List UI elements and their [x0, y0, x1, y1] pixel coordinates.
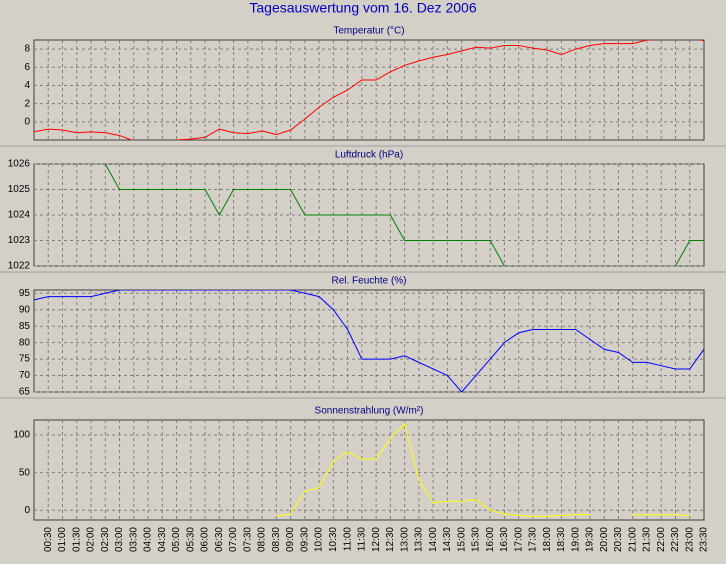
x-tick-label: 19:30	[585, 527, 596, 552]
x-tick-label: 16:30	[499, 527, 510, 552]
y-tick-label: 90	[19, 304, 31, 315]
x-tick-label: 20:30	[613, 527, 624, 552]
x-tick-label: 17:30	[528, 527, 539, 552]
y-tick-label: 100	[13, 430, 30, 441]
line	[34, 290, 704, 392]
x-tick-label: 21:00	[627, 527, 638, 552]
x-tick-label: 01:30	[71, 527, 82, 552]
x-tick-label: 12:30	[385, 527, 396, 552]
x-tick-label: 09:00	[285, 527, 296, 552]
line	[276, 422, 590, 517]
x-tick-label: 20:00	[599, 527, 610, 552]
x-tick-label: 10:30	[328, 527, 339, 552]
x-tick-label: 09:30	[299, 527, 310, 552]
x-tick-label: 23:30	[699, 527, 710, 552]
x-tick-label: 13:00	[399, 527, 410, 552]
page-title: Tagesauswertung vom 16. Dez 2006	[249, 0, 476, 16]
x-tick-label: 02:00	[86, 527, 97, 552]
x-tick-label: 03:30	[128, 527, 139, 552]
y-tick-label: 2	[24, 98, 30, 109]
x-tick-label: 06:00	[200, 527, 211, 552]
x-tick-label: 16:00	[485, 527, 496, 552]
panel-title: Luftdruck (hPa)	[335, 150, 403, 161]
line	[632, 514, 690, 516]
x-tick-label: 05:30	[185, 527, 196, 552]
x-tick-label: 08:30	[271, 527, 282, 552]
y-tick-label: 6	[24, 62, 30, 73]
x-tick-label: 13:30	[414, 527, 425, 552]
y-tick-label: 8	[24, 44, 30, 55]
y-tick-label: 95	[19, 288, 31, 299]
y-tick-label: 1024	[8, 210, 31, 221]
x-tick-label: 04:00	[143, 527, 154, 552]
y-tick-label: 70	[19, 370, 31, 381]
x-tick-label: 18:30	[556, 527, 567, 552]
y-tick-label: 50	[19, 467, 31, 478]
y-tick-label: 1025	[8, 184, 31, 195]
line	[104, 164, 704, 266]
x-tick-label: 22:30	[670, 527, 681, 552]
panel-title: Sonnenstrahlung (W/m²)	[315, 406, 424, 417]
line	[34, 40, 704, 140]
x-tick-label: 18:00	[542, 527, 553, 552]
panel-title: Rel. Feuchte (%)	[331, 276, 406, 287]
x-tick-label: 04:30	[157, 527, 168, 552]
x-tick-label: 11:00	[342, 527, 353, 552]
y-tick-label: 0	[24, 116, 30, 127]
y-tick-label: 85	[19, 321, 31, 332]
x-tick-label: 05:00	[171, 527, 182, 552]
x-tick-label: 15:30	[471, 527, 482, 552]
x-tick-label: 11:30	[357, 527, 368, 552]
y-tick-label: 1026	[8, 159, 31, 170]
x-tick-label: 23:00	[684, 527, 695, 552]
x-tick-label: 21:30	[642, 527, 653, 552]
x-tick-label: 12:00	[371, 527, 382, 552]
x-tick-label: 00:30	[43, 527, 54, 552]
y-tick-label: 80	[19, 337, 31, 348]
x-tick-label: 03:00	[114, 527, 125, 552]
x-tick-label: 02:30	[100, 527, 111, 552]
x-tick-label: 07:00	[228, 527, 239, 552]
y-tick-label: 1022	[8, 261, 31, 272]
plot-area	[33, 419, 705, 521]
x-tick-label: 14:00	[428, 527, 439, 552]
y-tick-label: 65	[19, 387, 31, 398]
y-tick-label: 1023	[8, 235, 31, 246]
x-tick-label: 01:00	[57, 527, 68, 552]
plot-area	[33, 39, 705, 141]
y-tick-label: 0	[24, 505, 30, 516]
x-tick-label: 10:00	[314, 527, 325, 552]
x-tick-label: 19:00	[570, 527, 581, 552]
x-tick-label: 15:00	[456, 527, 467, 552]
x-tick-label: 07:30	[242, 527, 253, 552]
x-tick-label: 14:30	[442, 527, 453, 552]
y-tick-label: 75	[19, 354, 31, 365]
x-tick-label: 17:00	[513, 527, 524, 552]
x-tick-label: 06:30	[214, 527, 225, 552]
panel-title: Temperatur (°C)	[333, 26, 404, 37]
x-tick-label: 22:00	[656, 527, 667, 552]
plot-area	[33, 289, 705, 393]
x-tick-label: 08:00	[257, 527, 268, 552]
y-tick-label: 4	[24, 80, 30, 91]
